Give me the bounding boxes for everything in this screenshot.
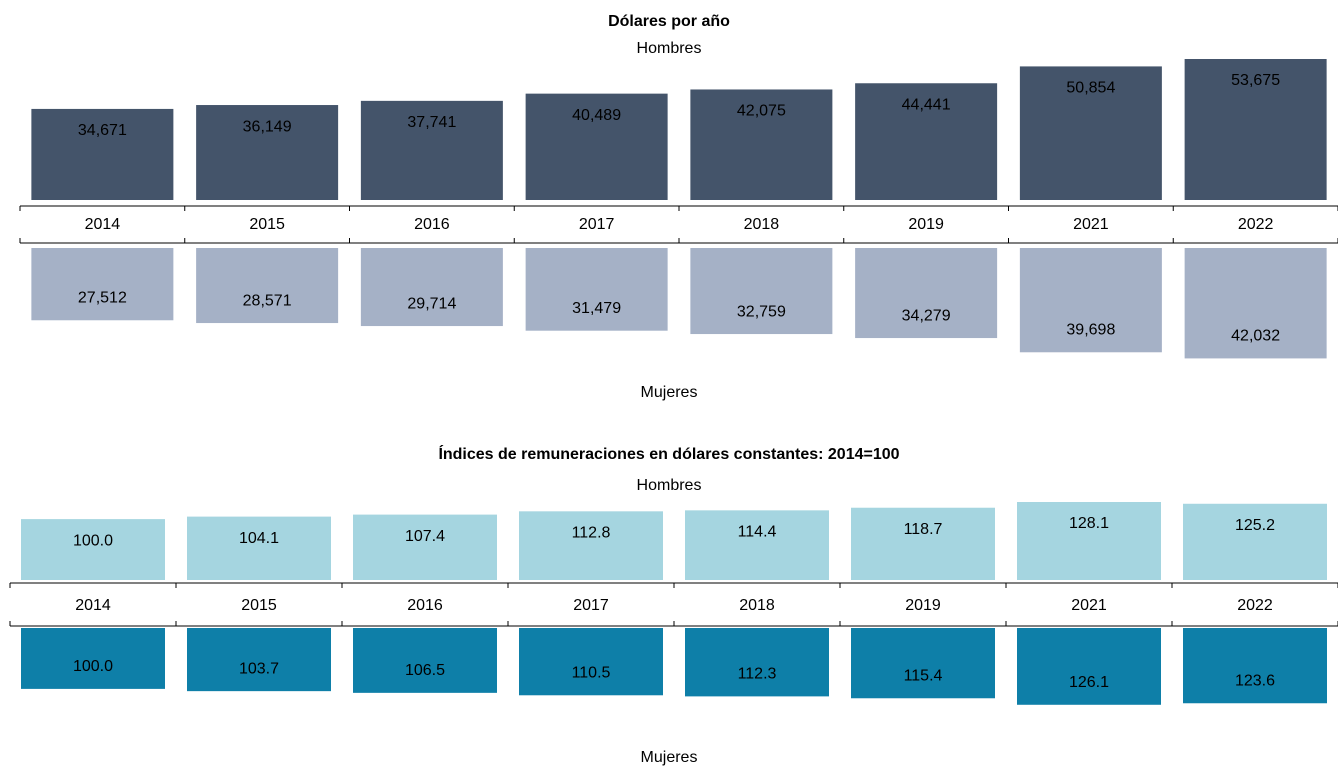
bar [31,108,174,200]
category-label: 2018 [739,597,775,614]
value-label: 42,032 [1231,328,1280,345]
value-label: 118.7 [904,521,943,538]
bar [685,510,829,580]
value-label: 40,489 [572,107,621,124]
bar [525,93,668,200]
bar [685,628,829,697]
bar [851,507,995,580]
series-label: Mujeres [641,749,698,766]
category-label: 2022 [1237,597,1273,614]
chart-title: Dólares por año [608,13,730,30]
bar [1183,628,1327,704]
category-label: 2021 [1073,216,1109,233]
value-label: 126.1 [1069,674,1109,691]
value-label: 28,571 [243,292,292,309]
category-label: 2014 [75,597,111,614]
category-label: 2014 [85,216,121,233]
value-label: 128.1 [1069,515,1109,532]
value-label: 115.4 [904,667,943,684]
bar [1184,59,1327,200]
category-label: 2019 [908,216,944,233]
bar [353,628,497,693]
bar [21,519,165,580]
category-label: 2016 [414,216,450,233]
category-label: 2016 [407,597,443,614]
series-label: Mujeres [641,384,698,401]
value-label: 53,675 [1231,72,1280,89]
bar [1183,503,1327,580]
value-label: 34,279 [902,307,951,324]
bar [31,248,174,321]
category-label: 2017 [573,597,609,614]
bar [519,511,663,580]
bar [360,100,503,200]
category-label: 2015 [241,597,277,614]
bar [851,628,995,699]
bar [855,83,998,200]
bar [196,105,339,200]
bar [525,248,668,331]
value-label: 100.0 [73,532,113,549]
category-label: 2021 [1071,597,1107,614]
value-label: 37,741 [407,114,456,131]
value-label: 32,759 [737,303,786,320]
value-label: 50,854 [1066,80,1115,97]
bar [690,248,833,335]
value-label: 112.8 [572,525,611,542]
category-label: 2022 [1238,216,1274,233]
bar [690,89,833,200]
value-label: 106.5 [405,662,445,679]
value-label: 29,714 [407,295,456,312]
bar [187,516,331,580]
bar [1017,628,1161,705]
category-label: 2015 [249,216,285,233]
bar [1019,66,1162,200]
bar [519,628,663,696]
bar [1017,502,1161,580]
value-label: 36,149 [243,118,292,135]
bar [1019,248,1162,353]
value-label: 31,479 [572,300,621,317]
series-label: Hombres [637,40,702,57]
value-label: 110.5 [572,665,611,682]
value-label: 112.3 [738,666,777,683]
series-label: Hombres [637,477,702,494]
value-label: 103.7 [239,660,279,677]
bar [21,628,165,689]
value-label: 39,698 [1066,322,1115,339]
value-label: 114.4 [738,524,777,541]
value-label: 123.6 [1235,672,1275,689]
value-label: 27,512 [78,289,127,306]
value-label: 104.1 [239,530,279,547]
bar [353,514,497,580]
category-label: 2017 [579,216,615,233]
category-label: 2019 [905,597,941,614]
chart-title: Índices de remuneraciones en dólares con… [438,444,899,463]
category-label: 2018 [744,216,780,233]
value-label: 34,671 [78,122,127,139]
bar [855,248,998,339]
value-label: 44,441 [902,96,951,113]
bar [187,628,331,692]
value-label: 107.4 [405,528,445,545]
value-label: 100.0 [73,658,113,675]
bar [196,248,339,324]
bar [1184,248,1327,359]
bar [360,248,503,327]
value-label: 42,075 [737,103,786,120]
value-label: 125.2 [1235,517,1275,534]
